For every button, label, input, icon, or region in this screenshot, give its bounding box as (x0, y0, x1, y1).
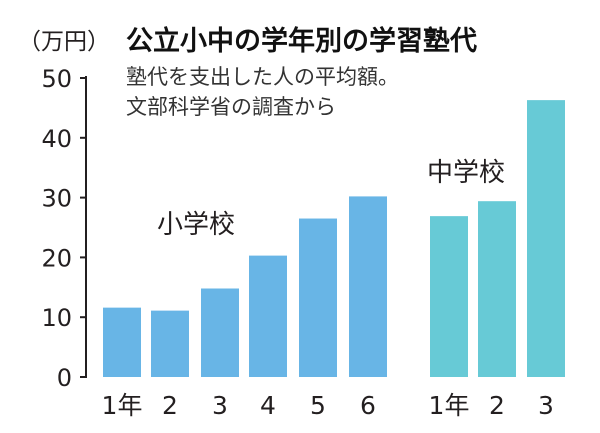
bar-group2-3 (527, 100, 565, 377)
y-tick-label: 30 (41, 185, 72, 213)
chart-subtitle-line-2: 文部科学省の調査から (126, 95, 336, 119)
bar-group1-2 (151, 310, 189, 377)
x-tick-label: 2 (162, 391, 178, 420)
y-tick-label: 50 (41, 65, 72, 93)
y-axis-ticks: 0 10 20 30 40 50 (41, 65, 86, 392)
bar-group1-5 (299, 218, 337, 377)
y-tick-label: 0 (57, 364, 72, 392)
x-tick-label: 6 (360, 391, 376, 420)
x-tick-label: 1年 (429, 391, 470, 420)
x-tick-label: 2 (489, 391, 505, 420)
bar-group1-3 (201, 288, 239, 377)
group-label-1: 小学校 (157, 210, 235, 240)
bars-layer (103, 100, 565, 377)
y-tick-label: 40 (41, 125, 72, 153)
x-tick-label: 3 (212, 391, 228, 420)
bar-group2-2 (478, 201, 516, 377)
chart-title: 公立小中の学年別の学習塾代 (126, 25, 477, 57)
bar-group1-4 (249, 255, 287, 377)
y-tick-label: 10 (41, 304, 72, 332)
chart-subtitle-line-1: 塾代を支出した人の平均額。 (126, 65, 399, 89)
group-label-2: 中学校 (427, 158, 505, 188)
x-tick-label: 3 (538, 391, 554, 420)
bar-group2-1 (430, 216, 468, 377)
x-axis-ticks: 1年 2 3 4 5 6 1年 2 3 (102, 391, 554, 420)
x-tick-label: 1年 (102, 391, 143, 420)
x-tick-label: 5 (310, 391, 326, 420)
bar-group1-6 (349, 196, 387, 377)
y-tick-label: 20 (41, 244, 72, 272)
x-tick-label: 4 (260, 391, 276, 420)
bar-group1-1 (103, 307, 141, 377)
group-labels-layer: 小学校 中学校 (157, 158, 505, 240)
unit-label: （万円） (18, 29, 110, 55)
